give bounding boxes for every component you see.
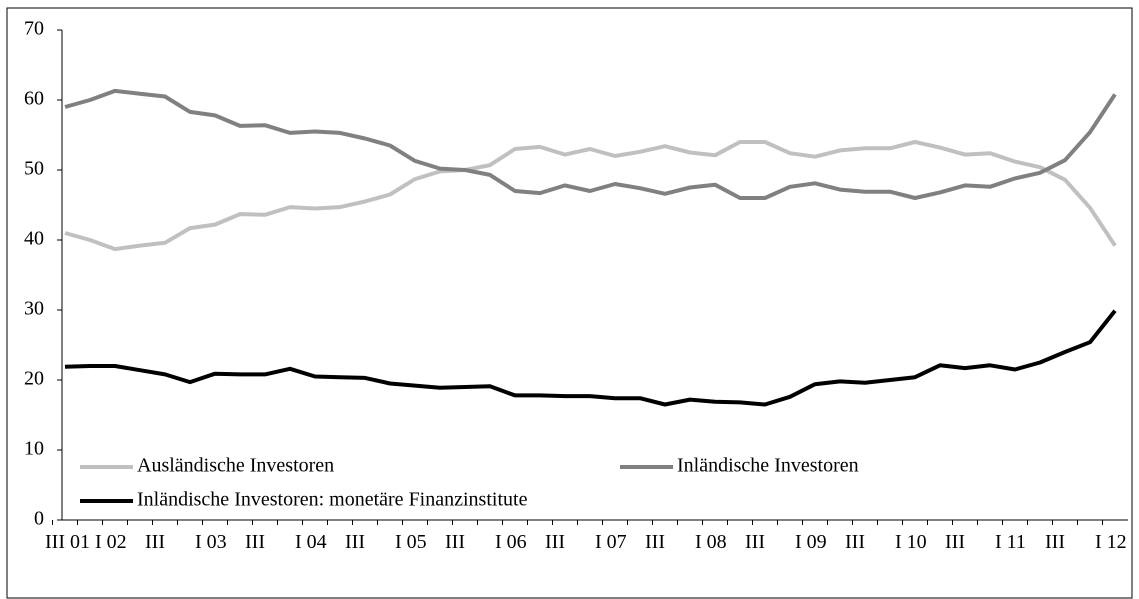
chart-frame: [6, 7, 1133, 599]
x-tick-label: I 02: [95, 531, 127, 553]
x-tick-label: III: [645, 531, 665, 553]
x-tick-label: III 01: [45, 531, 90, 553]
x-tick-label: I 06: [495, 531, 527, 553]
y-tick-label: 30: [24, 298, 44, 320]
x-tick-label: III: [145, 531, 165, 553]
x-tick-label: I 04: [295, 531, 327, 553]
y-tick-label: 10: [24, 438, 44, 460]
y-tick-label: 60: [24, 88, 44, 110]
x-tick-label: I 12: [1095, 531, 1127, 553]
legend-label: Inländische Investoren: monetäre Finanzi…: [137, 489, 528, 511]
x-tick-label: I 03: [195, 531, 227, 553]
x-tick-label: III: [445, 531, 465, 553]
series-line: [64, 88, 1117, 200]
x-tick-label: I 07: [595, 531, 627, 553]
legend-label: Inländische Investoren: [677, 455, 859, 477]
x-tick-label: I 09: [795, 531, 827, 553]
x-tick-label: III: [945, 531, 965, 553]
series-line: [64, 309, 1117, 407]
x-tick-label: III: [245, 531, 265, 553]
x-tick-label: III: [345, 531, 365, 553]
x-tick-label: III: [845, 531, 865, 553]
x-tick-label: III: [1045, 531, 1065, 553]
series-line: [64, 140, 1117, 252]
x-tick-label: III: [745, 531, 765, 553]
y-tick-label: 40: [24, 228, 44, 250]
x-tick-label: I 11: [995, 531, 1026, 553]
y-tick-label: 0: [34, 508, 44, 530]
x-tick-label: I 05: [395, 531, 427, 553]
x-tick-label: I 10: [895, 531, 927, 553]
y-tick-label: 70: [24, 18, 44, 40]
y-tick-label: 50: [24, 158, 44, 180]
x-tick-label: III: [545, 531, 565, 553]
x-tick-label: I 08: [695, 531, 727, 553]
y-tick-label: 20: [24, 368, 44, 390]
legend-label: Ausländische Investoren: [137, 455, 334, 477]
